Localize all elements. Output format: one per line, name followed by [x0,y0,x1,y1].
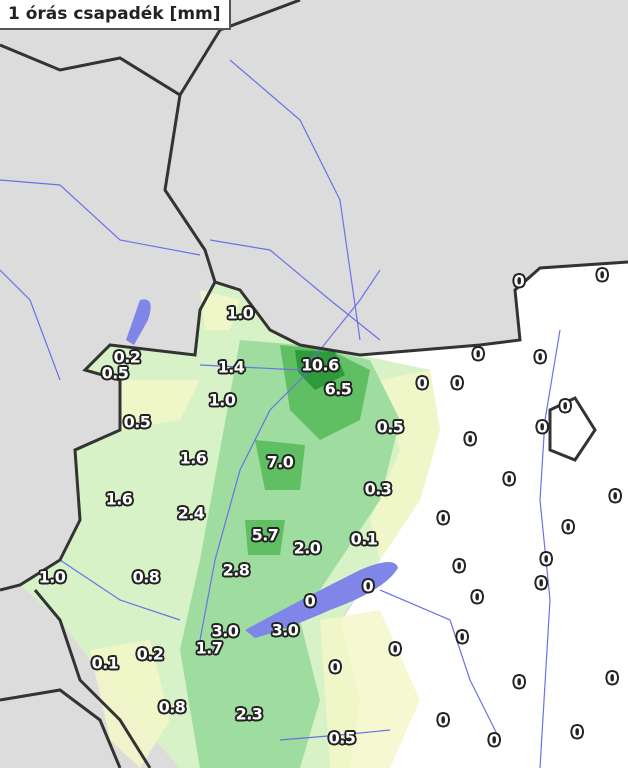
precipitation-value-label: 0 [596,265,608,285]
precipitation-value-label: 1.4 [217,357,245,377]
precipitation-value-label: 0 [609,486,621,506]
precipitation-value-label: 0.1 [91,653,119,673]
lake-balaton [245,561,398,638]
precipitation-value-label: 0 [451,373,463,393]
precipitation-value-label: 1.6 [105,489,133,509]
precipitation-value-label: 0 [513,672,525,692]
map-title: 1 órás csapadék [mm] [0,0,231,30]
precipitation-value-label: 0 [472,344,484,364]
precipitation-value-label: 0.1 [350,529,378,549]
precipitation-value-label: 0 [437,508,449,528]
precipitation-value-label: 1.0 [226,303,254,323]
precipitation-value-label: 0 [513,271,525,291]
precipitation-value-label: 0 [329,657,341,677]
precipitation-value-label: 2.3 [235,704,263,724]
precipitation-value-label: 0.5 [101,363,129,383]
precipitation-value-label: 3.0 [211,621,239,641]
precipitation-value-label: 2.0 [293,538,321,558]
precipitation-value-label: 2.4 [177,503,205,523]
precipitation-value-label: 1.0 [208,390,236,410]
heavy-rain-area [245,345,370,555]
precipitation-value-label: 0 [540,549,552,569]
precipitation-value-label: 0 [571,722,583,742]
precipitation-value-label: 0.5 [328,728,356,748]
precipitation-value-label: 0.3 [364,479,392,499]
lake-tisza [126,299,151,345]
precipitation-value-label: 0 [606,668,618,688]
precipitation-value-label: 0 [389,639,401,659]
precipitation-value-label: 0.5 [376,417,404,437]
precipitation-value-label: 1.6 [179,448,207,468]
precipitation-value-label: 2.8 [222,560,250,580]
light-rain-band [90,290,440,768]
precipitation-value-label: 0.5 [123,412,151,432]
precipitation-value-label: 0 [471,587,483,607]
precipitation-value-label: 5.7 [251,525,279,545]
precipitation-value-label: 1.7 [195,638,223,658]
precipitation-value-label: 7.0 [266,452,294,472]
precipitation-value-label: 0 [416,373,428,393]
precipitation-value-label: 0 [464,429,476,449]
medium-rain-area [180,340,400,768]
precipitation-value-label: 0 [453,556,465,576]
precipitation-value-label: 0 [304,591,316,611]
precipitation-value-label: 3.0 [271,620,299,640]
precipitation-value-label: 0 [437,710,449,730]
precipitation-value-label: 0 [488,730,500,750]
precipitation-value-label: 0 [536,417,548,437]
precipitation-value-label: 1.0 [38,567,66,587]
precipitation-value-label: 0 [503,469,515,489]
precipitation-value-label: 0 [362,576,374,596]
precipitation-value-label: 0 [534,347,546,367]
very-heavy-rain-core [295,350,345,390]
precipitation-value-label: 6.5 [324,379,352,399]
precipitation-value-label: 0 [535,573,547,593]
precipitation-value-label: 0.2 [136,644,164,664]
precipitation-value-label: 0 [562,517,574,537]
precipitation-value-label: 0 [456,627,468,647]
precipitation-value-label: 10.6 [301,355,339,375]
precipitation-value-label: 0.8 [158,697,186,717]
precipitation-value-label: 0 [559,396,571,416]
precipitation-value-label: 0.8 [132,567,160,587]
rivers [0,59,561,768]
precipitation-value-label: 0.2 [113,347,141,367]
